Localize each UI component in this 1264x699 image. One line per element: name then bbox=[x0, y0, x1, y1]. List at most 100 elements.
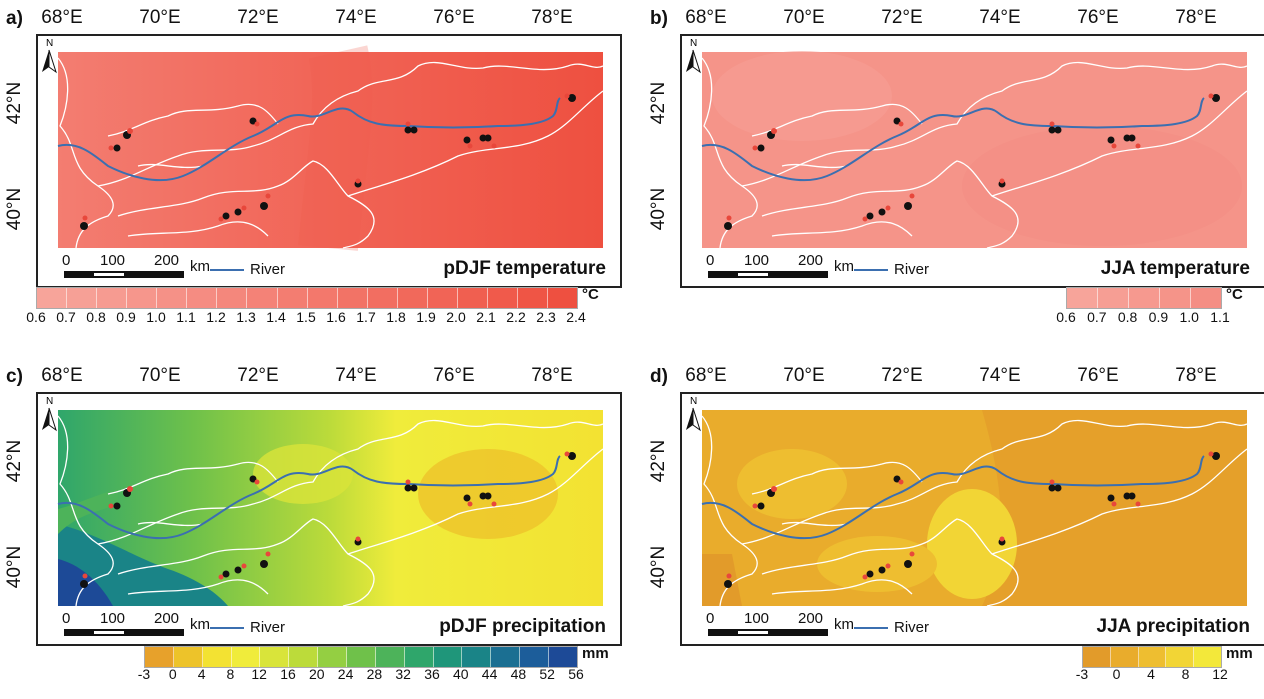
colorbar-tick-label: 1.0 bbox=[1179, 309, 1199, 325]
sites bbox=[724, 451, 1220, 588]
colorbar-swatch bbox=[145, 647, 174, 667]
colorbar-tick-label: 56 bbox=[568, 666, 584, 682]
river bbox=[57, 97, 561, 182]
colorbar-tick-label: 48 bbox=[510, 666, 527, 682]
north-arrow-icon: N bbox=[42, 38, 57, 74]
svg-text:N: N bbox=[690, 38, 697, 49]
colorbar-swatch bbox=[375, 647, 405, 667]
north-arrow-icon: N bbox=[686, 38, 701, 74]
colorbar-swatch bbox=[518, 288, 549, 308]
scale-bar: 0 100 200 km bbox=[706, 610, 886, 640]
colorbar-tick-label: 0.9 bbox=[1148, 309, 1169, 325]
svg-text:N: N bbox=[46, 38, 53, 49]
colorbar-tick-label: 1.9 bbox=[416, 309, 436, 325]
colorbar-swatch bbox=[1191, 288, 1221, 308]
scale-tick: 100 bbox=[744, 610, 770, 627]
colorbar-tick-label: 1.4 bbox=[266, 309, 286, 325]
scale-bar: 0 100 200 km bbox=[62, 610, 242, 640]
sites bbox=[80, 93, 576, 230]
colorbar-swatch bbox=[487, 288, 518, 308]
map-frame: N 0 100 200 km River pDJF temperature bbox=[36, 34, 622, 288]
colorbar-swatch bbox=[37, 288, 68, 308]
scale-tick: 0 bbox=[62, 252, 71, 269]
colorbar-tick-label: 2.1 bbox=[476, 309, 496, 325]
colorbar bbox=[1082, 646, 1222, 668]
colorbar-swatch bbox=[202, 647, 232, 667]
sites bbox=[80, 451, 576, 588]
panel-b: b) 68°E 70°E 72°E 74°E 76°E 78°E 42°N 40… bbox=[644, 0, 1264, 341]
colorbar-tick-label: 20 bbox=[309, 666, 325, 682]
colorbar-swatch bbox=[404, 647, 434, 667]
colorbar-tick-label: 4 bbox=[1147, 666, 1155, 682]
colorbar-tick-label: 0.8 bbox=[86, 309, 106, 325]
lon-label: 70°E bbox=[139, 365, 181, 386]
lon-label: 76°E bbox=[433, 365, 475, 386]
colorbar-swatch bbox=[307, 288, 338, 308]
lat-label: 40°N bbox=[648, 187, 670, 231]
colorbar-tick-label: 32 bbox=[395, 666, 411, 682]
colorbar-unit: mm bbox=[582, 645, 609, 662]
colorbar-unit: mm bbox=[1226, 645, 1253, 662]
colorbar-tick-label: 0.8 bbox=[1117, 309, 1138, 325]
colorbar-swatch bbox=[548, 288, 578, 308]
panel-d: d) 68°E 70°E 72°E 74°E 76°E 78°E 42°N 40… bbox=[644, 358, 1264, 699]
colorbar-swatch bbox=[427, 288, 458, 308]
colorbar-unit: °C bbox=[1226, 286, 1243, 303]
panel-label: d) bbox=[650, 366, 668, 387]
map-frame: N 0 100 200 km River JJA precipitation bbox=[680, 392, 1264, 646]
river-legend: River bbox=[854, 619, 929, 636]
river-legend: River bbox=[210, 261, 285, 278]
colorbar-tick-label: 28 bbox=[366, 666, 383, 682]
colorbar-swatch bbox=[247, 288, 278, 308]
colorbar-swatch bbox=[1110, 647, 1139, 667]
colorbar-tick-label: 1.5 bbox=[296, 309, 316, 325]
lat-label: 40°N bbox=[648, 545, 670, 589]
colorbar-swatch bbox=[1067, 288, 1098, 308]
lat-label: 40°N bbox=[4, 187, 26, 231]
lat-label: 40°N bbox=[4, 545, 26, 589]
lon-label: 70°E bbox=[139, 7, 181, 28]
colorbar-tick-label: 36 bbox=[424, 666, 440, 682]
colorbar-tick-label: 0 bbox=[1112, 666, 1121, 682]
river bbox=[701, 97, 1205, 182]
colorbar-tick-label: 2.4 bbox=[566, 309, 586, 325]
scale-unit: km bbox=[834, 258, 854, 275]
admin-borders bbox=[701, 415, 1248, 607]
colorbar bbox=[1066, 287, 1222, 309]
scale-tick: 200 bbox=[798, 252, 824, 269]
colorbar-tick-label: 8 bbox=[226, 666, 235, 682]
scale-tick: 100 bbox=[744, 252, 770, 269]
scale-tick: 100 bbox=[100, 252, 126, 269]
colorbar-tick-label: 0.7 bbox=[56, 309, 76, 325]
svg-text:N: N bbox=[690, 396, 697, 407]
colorbar-tick-label: 12 bbox=[251, 666, 267, 682]
colorbar bbox=[144, 646, 578, 668]
colorbar-tick-label: 2.3 bbox=[536, 309, 556, 325]
lon-label: 78°E bbox=[531, 7, 573, 28]
colorbar-tick-label: 4 bbox=[197, 666, 206, 682]
colorbar-tick-label: 2.0 bbox=[446, 309, 466, 325]
panel-a: a) 68°E 70°E 72°E 74°E 76°E 78°E 42°N 40… bbox=[0, 0, 632, 341]
scale-tick: 200 bbox=[154, 610, 180, 627]
admin-borders bbox=[57, 57, 604, 249]
colorbar-tick-label: 1.1 bbox=[1210, 309, 1230, 325]
lon-label: 68°E bbox=[41, 365, 83, 386]
panel-title: pDJF temperature bbox=[443, 258, 606, 279]
scale-tick: 100 bbox=[100, 610, 126, 627]
scale-tick: 0 bbox=[706, 610, 715, 627]
lon-label: 72°E bbox=[237, 365, 279, 386]
colorbar-tick-label: 40 bbox=[453, 666, 469, 682]
map-frame: N 0 100 200 km River pDJF precipitation bbox=[36, 392, 622, 646]
colorbar-swatch bbox=[491, 647, 521, 667]
colorbar-swatch bbox=[187, 288, 218, 308]
north-arrow-icon: N bbox=[42, 396, 57, 432]
lon-label: 70°E bbox=[783, 7, 825, 28]
colorbar-tick-label: 0.7 bbox=[1087, 309, 1107, 325]
admin-borders bbox=[57, 415, 604, 607]
lon-label: 78°E bbox=[1175, 7, 1217, 28]
colorbar-tick-label: 0 bbox=[168, 666, 177, 682]
colorbar-swatch bbox=[260, 647, 290, 667]
panel-title: JJA temperature bbox=[1100, 258, 1250, 279]
lon-label: 72°E bbox=[881, 7, 923, 28]
colorbar-tick-label: -3 bbox=[1075, 666, 1089, 682]
